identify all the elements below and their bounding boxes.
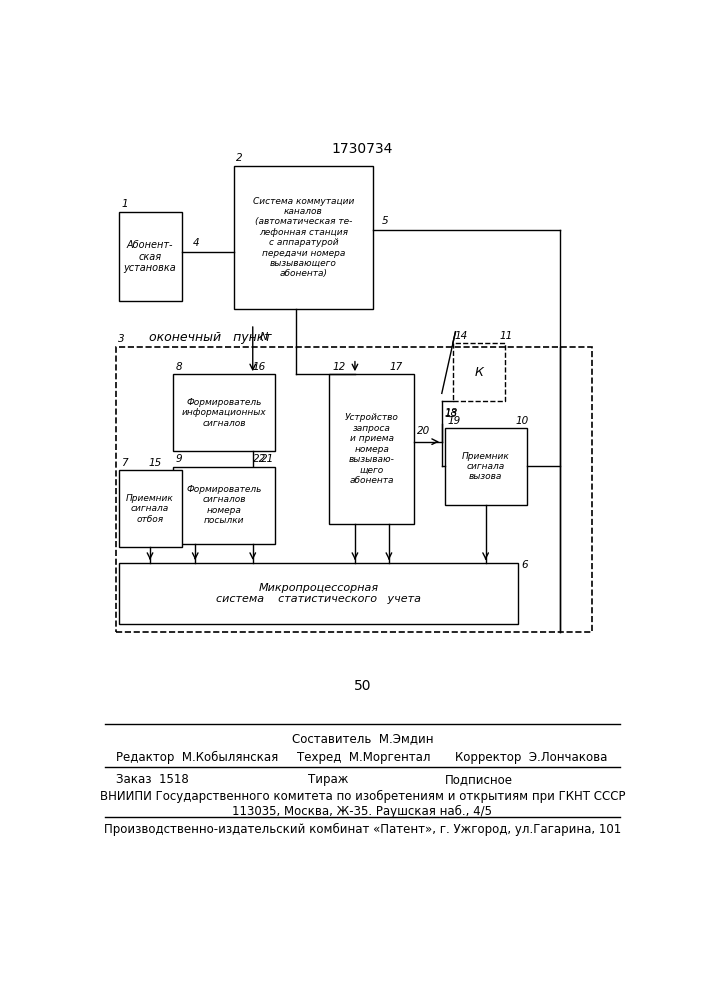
Text: 1730734: 1730734 bbox=[332, 142, 393, 156]
Text: 11: 11 bbox=[499, 331, 513, 341]
Text: 12: 12 bbox=[332, 362, 346, 372]
Text: 5: 5 bbox=[382, 216, 388, 226]
Text: 50: 50 bbox=[354, 679, 371, 693]
Bar bbox=[119, 470, 182, 547]
Text: Приемник
сигнала
отбоя: Приемник сигнала отбоя bbox=[126, 494, 174, 524]
Text: 10: 10 bbox=[516, 416, 529, 426]
Text: 7: 7 bbox=[122, 458, 128, 468]
Text: 14: 14 bbox=[455, 331, 467, 341]
Text: Производственно-издательский комбинат «Патент», г. Ужгород, ул.Гагарина, 101: Производственно-издательский комбинат «П… bbox=[104, 823, 621, 836]
Text: 22: 22 bbox=[253, 454, 266, 464]
Text: Корректор  Э.Лончакова: Корректор Э.Лончакова bbox=[455, 751, 608, 764]
Text: Абонент-
ская
установка: Абонент- ская установка bbox=[124, 240, 176, 273]
Bar bbox=[119, 212, 182, 301]
Bar bbox=[116, 347, 592, 632]
Text: 21: 21 bbox=[261, 454, 274, 464]
Bar bbox=[119, 563, 518, 624]
Text: Подписное: Подписное bbox=[445, 773, 513, 786]
Text: 15: 15 bbox=[148, 458, 162, 468]
Text: 20: 20 bbox=[417, 426, 431, 436]
Text: Приемник
сигнала
вызова: Приемник сигнала вызова bbox=[462, 452, 510, 481]
Text: 6: 6 bbox=[521, 560, 528, 570]
Text: 17: 17 bbox=[390, 362, 403, 372]
Bar bbox=[445, 428, 527, 505]
Text: Редактор  М.Кобылянская: Редактор М.Кобылянская bbox=[116, 751, 278, 764]
Text: Формирователь
информационных
сигналов: Формирователь информационных сигналов bbox=[182, 398, 267, 428]
Text: N: N bbox=[259, 332, 268, 342]
Bar bbox=[329, 374, 414, 524]
Text: Тираж: Тираж bbox=[308, 773, 348, 786]
Bar bbox=[233, 166, 373, 309]
Text: 9: 9 bbox=[176, 454, 182, 464]
Text: Составитель  М.Эмдин: Составитель М.Эмдин bbox=[291, 732, 433, 745]
Text: Заказ  1518: Заказ 1518 bbox=[116, 773, 189, 786]
Text: ВНИИПИ Государственного комитета по изобретениям и открытиям при ГКНТ СССР: ВНИИПИ Государственного комитета по изоб… bbox=[100, 790, 625, 803]
Text: К: К bbox=[474, 366, 483, 379]
Text: оконечный   пункт: оконечный пункт bbox=[148, 331, 271, 344]
Text: 113035, Москва, Ж-35. Раушская наб., 4/5: 113035, Москва, Ж-35. Раушская наб., 4/5 bbox=[233, 805, 492, 818]
Text: 8: 8 bbox=[176, 362, 182, 372]
Bar bbox=[173, 466, 275, 544]
Text: Формирователь
сигналов
номера
посылки: Формирователь сигналов номера посылки bbox=[187, 485, 262, 525]
Text: 18: 18 bbox=[445, 408, 457, 418]
Text: 2: 2 bbox=[236, 153, 243, 163]
Bar bbox=[452, 343, 505, 401]
Text: 16: 16 bbox=[253, 362, 266, 372]
Text: 3: 3 bbox=[118, 334, 124, 344]
Text: 1: 1 bbox=[122, 199, 128, 209]
Text: Система коммутации
каналов
(автоматическая те-
лефонная станция
с аппаратурой
пе: Система коммутации каналов (автоматическ… bbox=[252, 197, 354, 278]
Text: 19: 19 bbox=[448, 416, 460, 426]
Text: 4: 4 bbox=[192, 238, 199, 248]
Text: Устройство
запроса
и приема
номера
вызываю-
щего
абонента: Устройство запроса и приема номера вызыв… bbox=[345, 413, 399, 485]
Text: Микропроцессорная
система    статистического   учета: Микропроцессорная система статистическог… bbox=[216, 583, 421, 604]
Bar bbox=[173, 374, 275, 451]
Text: Техред  М.Моргентал: Техред М.Моргентал bbox=[297, 751, 430, 764]
Text: 13: 13 bbox=[445, 409, 457, 419]
